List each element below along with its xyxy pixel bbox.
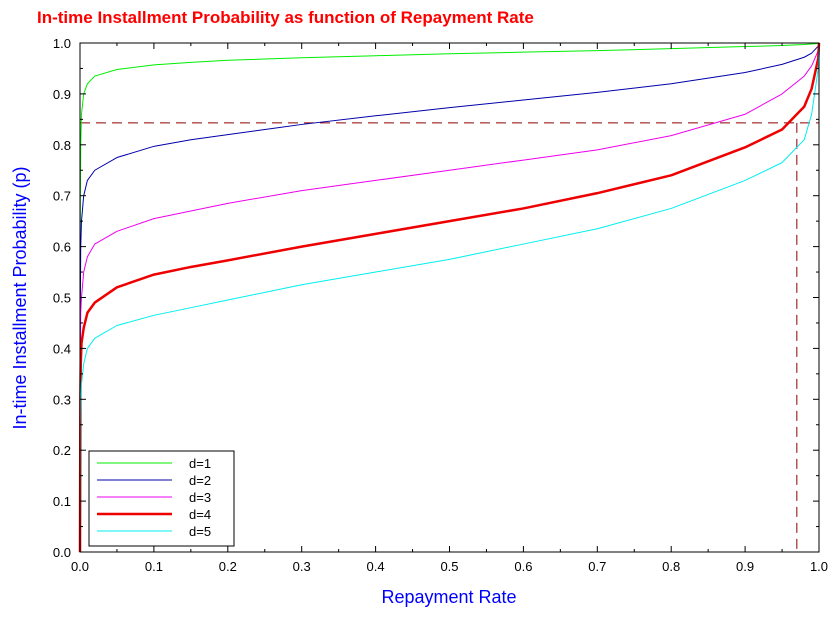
x-tick-label: 1.0	[810, 559, 828, 574]
series-line-d-3	[79, 42, 820, 553]
series-line-d-1	[79, 42, 820, 553]
legend: d=1 d=2 d=3 d=4 d=5	[88, 450, 235, 547]
x-tick-label: 0.1	[145, 559, 163, 574]
y-tick-label: 0.7	[53, 189, 71, 204]
y-axis-label: In-time Installment Probability (p)	[10, 166, 30, 429]
x-tick-label: 0.3	[293, 559, 311, 574]
x-tick-label: 0.4	[367, 559, 385, 574]
x-axis-label: Repayment Rate	[381, 587, 516, 607]
x-tick-label: 0.5	[440, 559, 458, 574]
series-lines	[78, 42, 821, 553]
x-tick-label: 0.2	[219, 559, 237, 574]
y-tick-label: 0.9	[53, 87, 71, 102]
legend-label: d=2	[189, 473, 211, 488]
y-axis: 0.0 0.1 0.2 0.3 0.4 0.5 0.6 0.7 0.8 0.9 1.0	[53, 36, 819, 560]
x-tick-label: 0.7	[588, 559, 606, 574]
x-tick-label: 0.6	[514, 559, 532, 574]
x-tick-label: 0.9	[736, 559, 754, 574]
series-line-d-5	[79, 42, 820, 553]
y-tick-label: 1.0	[53, 36, 71, 51]
y-tick-label: 0.1	[53, 494, 71, 509]
x-axis: 0.0 0.1 0.2 0.3 0.4 0.5 0.6 0.7 0.8 0.9 1.0	[71, 43, 828, 574]
y-tick-label: 0.0	[53, 545, 71, 560]
legend-label: d=1	[189, 456, 211, 471]
legend-label: d=4	[189, 507, 211, 522]
y-tick-label: 0.6	[53, 240, 71, 255]
y-tick-label: 0.5	[53, 291, 71, 306]
legend-box	[88, 450, 235, 547]
x-tick-label: 0.0	[71, 559, 89, 574]
legend-label: d=3	[189, 490, 211, 505]
y-tick-label: 0.4	[53, 341, 71, 356]
legend-label: d=5	[189, 524, 211, 539]
series-line-d-2	[79, 42, 820, 553]
y-tick-label: 0.3	[53, 392, 71, 407]
x-tick-label: 0.8	[662, 559, 680, 574]
chart-title: In-time Installment Probability as funct…	[37, 8, 534, 27]
y-tick-label: 0.2	[53, 443, 71, 458]
series-line-d-4	[78, 42, 821, 553]
reference-lines	[80, 122, 819, 552]
y-tick-label: 0.8	[53, 138, 71, 153]
